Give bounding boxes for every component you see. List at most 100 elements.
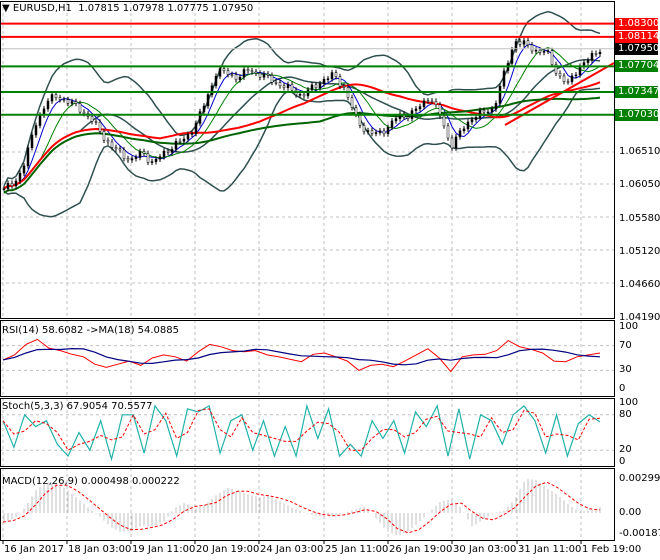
candle-body bbox=[310, 84, 314, 91]
candle-body bbox=[322, 78, 326, 85]
candle-body bbox=[518, 41, 522, 45]
macd-axis-label: 0.00 bbox=[619, 507, 642, 518]
candle-body bbox=[178, 140, 182, 143]
candle-body bbox=[530, 44, 534, 52]
rsi-axis-label: 100 bbox=[619, 321, 639, 332]
candle-body bbox=[330, 72, 334, 79]
candle-body bbox=[578, 66, 582, 76]
candle-body bbox=[586, 60, 590, 63]
candle-body bbox=[194, 123, 198, 134]
candle-body bbox=[394, 118, 398, 122]
panel-border bbox=[0, 468, 615, 541]
candle-body bbox=[174, 140, 178, 150]
candle-body bbox=[34, 125, 38, 136]
candle-body bbox=[38, 114, 42, 126]
candle-body bbox=[430, 100, 434, 103]
ma-medium-line bbox=[3, 47, 601, 190]
candle-body bbox=[390, 120, 394, 128]
rsi-label: RSI(14) 58.6082 ->MA(18) 54.0885 bbox=[2, 325, 179, 336]
collapse-triangle-icon[interactable]: ▼ bbox=[2, 3, 10, 14]
candle-body bbox=[198, 111, 202, 124]
candle-body bbox=[46, 100, 50, 110]
candle-body bbox=[594, 53, 598, 55]
candle-body bbox=[534, 49, 538, 52]
rsi-axis-label: 30 bbox=[619, 364, 632, 376]
candle-body bbox=[474, 117, 478, 120]
candle-body bbox=[226, 70, 230, 75]
candle-body bbox=[126, 158, 130, 161]
candle-body bbox=[550, 50, 554, 65]
rsi-axis-label: 70 bbox=[619, 339, 632, 351]
candle-body bbox=[246, 69, 250, 72]
candle-body bbox=[162, 150, 166, 158]
candle-body bbox=[414, 108, 418, 111]
candle-body bbox=[62, 99, 66, 101]
candle-body bbox=[278, 82, 282, 87]
candle-body bbox=[458, 130, 462, 138]
candle-body bbox=[142, 151, 146, 154]
candle-body bbox=[210, 85, 214, 95]
candle-body bbox=[374, 132, 378, 134]
candle-body bbox=[114, 147, 118, 150]
macd-signal-line bbox=[2, 481, 601, 534]
candle-body bbox=[426, 100, 430, 103]
candle-body bbox=[218, 68, 222, 77]
candle-body bbox=[274, 81, 278, 84]
candle-body bbox=[574, 74, 578, 77]
candle-body bbox=[386, 127, 390, 135]
candle-body bbox=[522, 40, 526, 45]
candle-body bbox=[122, 149, 126, 159]
symbol-title: EURUSD,H1 bbox=[12, 3, 72, 14]
candle-body bbox=[22, 165, 26, 174]
bollinger-lower-band bbox=[3, 87, 601, 218]
candle-body bbox=[470, 119, 474, 123]
candle-body bbox=[462, 128, 466, 131]
candle-body bbox=[538, 49, 542, 53]
candle-body bbox=[466, 121, 470, 130]
macd-label: MACD(12,26,9) 0.000498 0.000222 bbox=[2, 476, 180, 487]
candle-body bbox=[110, 141, 114, 148]
candle-body bbox=[70, 101, 74, 104]
candle-body bbox=[30, 134, 34, 148]
candle-body bbox=[298, 94, 302, 96]
price-tag-1.07030: 1.07030 bbox=[615, 108, 659, 121]
candle-body bbox=[498, 85, 502, 104]
candle-body bbox=[382, 130, 386, 135]
candle-body bbox=[18, 172, 22, 182]
candle-body bbox=[98, 121, 102, 132]
price-axis-label: 1.05120 bbox=[619, 245, 660, 257]
time-axis-label: 31 Jan 11:00 bbox=[518, 544, 582, 555]
candle-body bbox=[102, 131, 106, 141]
time-axis-label: 1 Feb 19:00 bbox=[582, 544, 642, 555]
candle-body bbox=[366, 130, 370, 132]
price-tag-1.08114: 1.08114 bbox=[615, 30, 659, 43]
candle-body bbox=[134, 157, 138, 159]
ma-slow-line bbox=[3, 81, 601, 190]
candle-body bbox=[554, 64, 558, 74]
candle-body bbox=[250, 70, 254, 73]
candle-body bbox=[6, 183, 10, 189]
price-tag-1.07347: 1.07347 bbox=[615, 85, 659, 98]
candle-body bbox=[486, 111, 490, 114]
time-axis-label: 26 Jan 19:00 bbox=[389, 544, 453, 555]
price-axis-label: 1.04660 bbox=[619, 278, 660, 290]
bollinger-upper-band bbox=[3, 10, 601, 187]
candle-body bbox=[446, 125, 450, 139]
stoch-axis-label: 20 bbox=[619, 444, 632, 456]
candle-body bbox=[558, 72, 562, 77]
candle-body bbox=[546, 50, 550, 52]
candle-body bbox=[78, 103, 82, 113]
candle-body bbox=[502, 70, 506, 87]
candle-body bbox=[482, 110, 486, 113]
candle-body bbox=[130, 158, 134, 161]
rsi-line bbox=[2, 338, 601, 373]
candle-body bbox=[566, 81, 570, 83]
candle-body bbox=[14, 180, 18, 187]
candle-body bbox=[354, 107, 358, 115]
candle-body bbox=[454, 136, 458, 149]
candle-body bbox=[350, 97, 354, 108]
candle-body bbox=[146, 153, 150, 163]
candle-body bbox=[418, 106, 422, 110]
